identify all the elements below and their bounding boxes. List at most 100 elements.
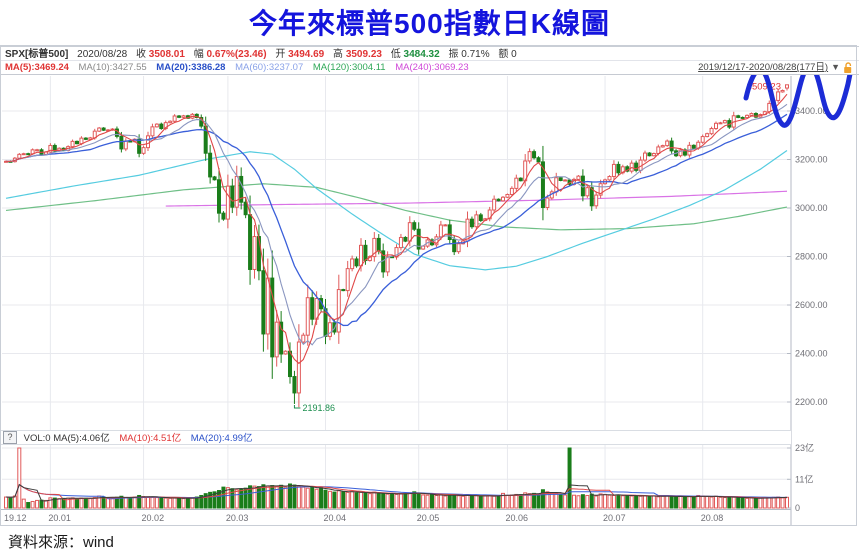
svg-text:19.12: 19.12 bbox=[4, 513, 27, 523]
candle bbox=[767, 102, 772, 113]
volume-bar bbox=[137, 494, 142, 509]
volume-bar bbox=[696, 494, 701, 509]
candle bbox=[137, 138, 142, 154]
candles-layer bbox=[4, 84, 789, 408]
volume-bar bbox=[705, 496, 710, 509]
volume-bar bbox=[146, 496, 150, 509]
volume-bar bbox=[758, 497, 763, 509]
svg-text:20.04: 20.04 bbox=[324, 513, 347, 523]
candle bbox=[279, 321, 284, 355]
candle bbox=[217, 179, 221, 214]
volume-bar bbox=[634, 495, 639, 509]
candle bbox=[563, 179, 568, 182]
volume-bar bbox=[447, 494, 452, 509]
candle bbox=[780, 90, 785, 93]
candle bbox=[341, 289, 346, 292]
date-range-label[interactable]: 2019/12/17-2020/08/28(177日) bbox=[698, 62, 829, 73]
candle bbox=[194, 113, 199, 118]
vol-ma10-legend: MA(10):4.51亿 bbox=[119, 433, 182, 444]
help-icon[interactable]: ? bbox=[3, 431, 17, 444]
candle bbox=[607, 175, 612, 181]
candle bbox=[403, 236, 408, 242]
volume-bar bbox=[620, 495, 625, 509]
volume-bar bbox=[753, 498, 758, 509]
svg-text:2200.00: 2200.00 bbox=[795, 397, 828, 407]
axis-labels: 3400.00 3200.00 3000.00 2800.00 2600.00 2400.… bbox=[4, 106, 828, 523]
volume-bar bbox=[594, 495, 599, 509]
volume-bar bbox=[292, 484, 297, 509]
candle bbox=[21, 153, 26, 156]
volume-bar bbox=[785, 496, 789, 509]
volume-bar bbox=[248, 485, 253, 509]
high-label: 高 bbox=[333, 49, 344, 60]
volume-bar bbox=[327, 490, 332, 509]
candle bbox=[691, 144, 696, 149]
candle bbox=[274, 321, 279, 358]
volume-bar bbox=[12, 495, 17, 509]
volume-bar bbox=[172, 497, 177, 509]
volume-bar bbox=[123, 497, 128, 509]
svg-text:2800.00: 2800.00 bbox=[795, 252, 828, 262]
candle bbox=[163, 122, 168, 130]
svg-text:20.06: 20.06 bbox=[505, 513, 528, 523]
candle bbox=[141, 147, 146, 154]
volume-bar bbox=[390, 493, 395, 509]
volume-bar bbox=[376, 493, 381, 509]
candle bbox=[745, 114, 750, 119]
volume-bar bbox=[101, 496, 106, 509]
volume-bar bbox=[141, 496, 146, 509]
close-label: 收 bbox=[135, 49, 146, 60]
unlock-icon[interactable] bbox=[843, 61, 853, 74]
svg-text:3400.00: 3400.00 bbox=[795, 106, 828, 116]
volume-bar bbox=[185, 497, 190, 509]
filter-dropdown-icon[interactable]: ▼ bbox=[831, 62, 840, 72]
candle bbox=[225, 185, 230, 220]
source-note: 資料來源：wind bbox=[8, 534, 114, 551]
volume-bar bbox=[52, 497, 57, 509]
svg-text:3509.23: 3509.23 bbox=[747, 82, 781, 93]
volume-bar bbox=[106, 497, 111, 509]
volume-bar bbox=[39, 499, 44, 509]
volume-bar bbox=[456, 495, 461, 509]
volume-bar bbox=[288, 483, 292, 509]
candle bbox=[487, 209, 492, 220]
volume-bar bbox=[30, 500, 35, 509]
volume-bar bbox=[354, 492, 359, 509]
volume-bar bbox=[381, 492, 386, 509]
candle bbox=[363, 244, 368, 262]
volume-bar bbox=[43, 499, 48, 509]
volume-bar bbox=[132, 496, 137, 509]
volume-bar bbox=[776, 496, 781, 509]
candle bbox=[678, 149, 683, 157]
candle bbox=[616, 163, 621, 174]
volume-bar bbox=[110, 497, 115, 509]
candle bbox=[643, 152, 647, 161]
volume-bar bbox=[416, 493, 421, 509]
candle bbox=[305, 297, 310, 336]
candle bbox=[474, 214, 479, 228]
volume-bar bbox=[48, 497, 53, 509]
volume-bar bbox=[430, 494, 434, 509]
candle bbox=[101, 127, 106, 131]
ma60-legend: MA(60):3237.07 bbox=[235, 62, 304, 73]
volume-bar bbox=[736, 497, 741, 509]
volume-bar bbox=[518, 494, 523, 509]
volume-bar bbox=[203, 493, 208, 509]
candle bbox=[492, 198, 497, 211]
candle bbox=[722, 120, 727, 124]
amount-value: 0 bbox=[511, 49, 517, 60]
volume-bar bbox=[168, 497, 173, 509]
candle bbox=[718, 122, 723, 125]
svg-text:20.07: 20.07 bbox=[603, 513, 626, 523]
volume-bar bbox=[79, 497, 84, 509]
svg-text:0: 0 bbox=[795, 503, 800, 513]
volume-bar bbox=[283, 486, 288, 509]
date-range-control[interactable]: 2019/12/17-2020/08/28(177日) ▼ bbox=[698, 61, 853, 74]
volume-bar bbox=[549, 492, 554, 509]
candle bbox=[714, 122, 718, 130]
volume-bar bbox=[217, 490, 221, 509]
amount-label: 额 bbox=[498, 49, 509, 60]
volume-bar bbox=[443, 495, 448, 509]
volume-bar bbox=[478, 496, 483, 509]
